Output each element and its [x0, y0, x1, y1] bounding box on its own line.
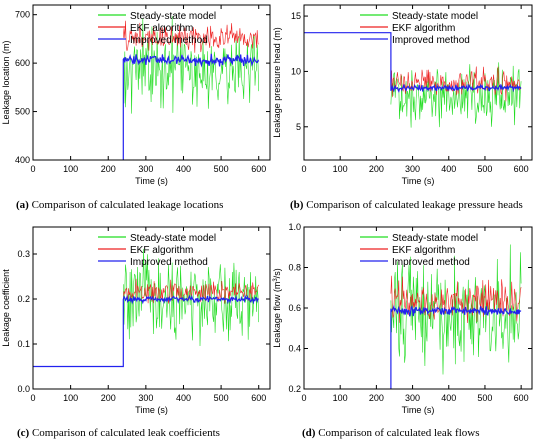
- legend-label-ekf: EKF algorithm: [130, 23, 193, 34]
- x-tick-label: 500: [477, 393, 492, 403]
- legend-label-steady: Steady-state model: [392, 233, 478, 244]
- legend-label-steady: Steady-state model: [392, 11, 478, 22]
- x-tick-label: 400: [441, 393, 456, 403]
- x-tick-label: 600: [251, 393, 266, 403]
- x-tick-label: 600: [251, 164, 266, 174]
- x-tick-label: 600: [514, 393, 529, 403]
- y-tick-label: 0.1: [17, 339, 30, 349]
- caption-d-label: (d): [302, 427, 316, 439]
- y-tick-label: 0.8: [288, 263, 301, 273]
- y-tick-label: 0.6: [288, 303, 301, 313]
- x-tick-label: 200: [369, 393, 384, 403]
- x-tick-label: 100: [63, 393, 78, 403]
- y-tick-label: 600: [15, 58, 30, 68]
- legend-label-improved: Improved method: [130, 35, 208, 46]
- x-tick-label: 500: [214, 393, 229, 403]
- x-tick-label: 100: [333, 164, 348, 174]
- x-tick-label: 0: [30, 393, 35, 403]
- x-tick-label: 200: [101, 164, 116, 174]
- y-axis-label: Leakage pressure head (m): [272, 27, 282, 138]
- series-line-steady: [390, 244, 522, 375]
- y-tick-label: 700: [15, 10, 30, 20]
- caption-b: (b) Comparison of calculated leakage pre…: [290, 199, 523, 211]
- series-line-steady: [123, 248, 259, 347]
- chart-b: 0 100 200 300 400 500 600 5 10 15 Time (s) Leakage …: [272, 4, 533, 186]
- series-line-ekf: [390, 275, 522, 324]
- legend-label-steady: Steady-state model: [130, 11, 216, 22]
- legend-label-ekf: EKF algorithm: [392, 245, 455, 256]
- x-tick-label: 100: [333, 393, 348, 403]
- series-line-improved: [390, 304, 522, 389]
- y-axis-label: Leakage location (m): [1, 40, 11, 124]
- y-axis-label: Leakage coefficient: [1, 269, 11, 347]
- x-tick-label: 500: [214, 164, 229, 174]
- series-line-improved: [33, 294, 259, 368]
- y-tick-label: 0.3: [17, 249, 30, 259]
- legend-label-steady: Steady-state model: [130, 233, 216, 244]
- caption-d: (d) Comparison of calculated leak flows: [302, 427, 480, 439]
- y-tick-label: 0.0: [17, 384, 30, 394]
- x-tick-label: 400: [176, 393, 191, 403]
- x-tick-label: 400: [176, 164, 191, 174]
- x-tick-label: 300: [138, 164, 153, 174]
- legend-label-improved: Improved method: [130, 257, 208, 268]
- legend-label-improved: Improved method: [392, 257, 470, 268]
- y-tick-label: 500: [15, 107, 30, 117]
- x-axis-label: Time (s): [402, 176, 435, 186]
- x-tick-label: 300: [405, 393, 420, 403]
- series-line-improved: [122, 53, 260, 160]
- x-axis-label: Time (s): [135, 176, 168, 186]
- x-tick-label: 100: [63, 164, 78, 174]
- y-tick-label: 400: [15, 155, 30, 165]
- x-tick-label: 0: [301, 393, 306, 403]
- x-axis-label: Time (s): [135, 405, 168, 415]
- x-tick-label: 400: [441, 164, 456, 174]
- caption-c: (c) Comparison of calculated leak coeffi…: [17, 427, 220, 439]
- chart-c: 0 100 200 300 400 500 600 0.0 0.1 0.2 0.3 Time (s) L…: [1, 226, 271, 415]
- plot-frame: [32, 4, 271, 161]
- x-tick-label: 600: [514, 164, 529, 174]
- legend-label-ekf: EKF algorithm: [130, 245, 193, 256]
- series-line-steady: [390, 62, 522, 128]
- y-axis-label: Leakage flow (m3/s): [272, 268, 282, 347]
- chart-a: 0 100 200 300 400 500 600 400 500 600 700 Time (s) L…: [1, 4, 271, 186]
- y-tick-label: 15: [291, 11, 301, 21]
- x-tick-label: 300: [405, 164, 420, 174]
- chart-d: 0 100 200 300 400 500 600 0.2 0.4 0.6 0.8 1.0 Time (…: [272, 222, 533, 415]
- plot-frame: [303, 4, 533, 161]
- y-tick-label: 0.2: [17, 294, 30, 304]
- x-tick-label: 0: [301, 164, 306, 174]
- series-line-steady: [123, 16, 259, 114]
- caption-c-label: (c): [17, 427, 30, 439]
- legend-label-improved: Improved method: [392, 35, 470, 46]
- caption-a: (a) Comparison of calculated leakage loc…: [16, 199, 223, 211]
- y-tick-label: 0.4: [288, 344, 301, 354]
- caption-a-label: (a): [16, 199, 29, 211]
- x-tick-label: 200: [369, 164, 384, 174]
- legend-label-ekf: EKF algorithm: [392, 23, 455, 34]
- x-axis-label: Time (s): [402, 405, 435, 415]
- caption-d-text: Comparison of calculated leak flows: [315, 427, 480, 439]
- x-tick-label: 0: [30, 164, 35, 174]
- plot-frame: [32, 226, 271, 390]
- x-tick-label: 500: [477, 164, 492, 174]
- caption-c-text: Comparison of calculated leak coefficien…: [29, 427, 220, 439]
- caption-a-text: Comparison of calculated leakage locatio…: [28, 199, 224, 211]
- caption-b-text: Comparison of calculated leakage pressur…: [303, 199, 523, 211]
- x-tick-label: 200: [101, 393, 116, 403]
- y-tick-label: 1.0: [288, 222, 301, 232]
- series-line-ekf: [123, 20, 259, 53]
- y-tick-label: 0.2: [288, 384, 301, 394]
- y-tick-label: 10: [291, 66, 301, 76]
- series-line-improved: [304, 32, 522, 94]
- caption-b-label: (b): [290, 199, 304, 211]
- y-tick-label: 5: [296, 122, 301, 132]
- x-tick-label: 300: [138, 393, 153, 403]
